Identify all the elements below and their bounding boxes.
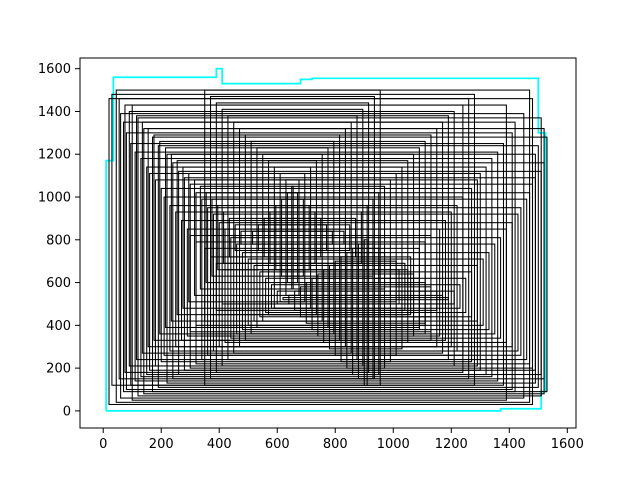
x-tick-label-1200: 1200 (435, 437, 468, 452)
x-tick-label-1600: 1600 (551, 437, 584, 452)
x-tick-label-1400: 1400 (493, 437, 526, 452)
y-tick-label-800: 800 (46, 233, 71, 248)
y-tick-label-1000: 1000 (38, 191, 71, 206)
x-tick-label-0: 0 (99, 437, 107, 452)
y-tick-label-1400: 1400 (38, 105, 71, 120)
x-tick-label-1000: 1000 (377, 437, 410, 452)
y-tick-label-1600: 1600 (38, 62, 71, 77)
x-tick-label-200: 200 (149, 437, 174, 452)
x-tick-label-800: 800 (323, 437, 348, 452)
y-tick-label-200: 200 (46, 362, 71, 377)
y-tick-label-0: 0 (63, 404, 71, 419)
x-tick-label-600: 600 (265, 437, 290, 452)
y-tick-label-400: 400 (46, 319, 71, 334)
y-tick-label-600: 600 (46, 276, 71, 291)
x-tick-label-400: 400 (207, 437, 232, 452)
y-tick-label-1200: 1200 (38, 148, 71, 163)
